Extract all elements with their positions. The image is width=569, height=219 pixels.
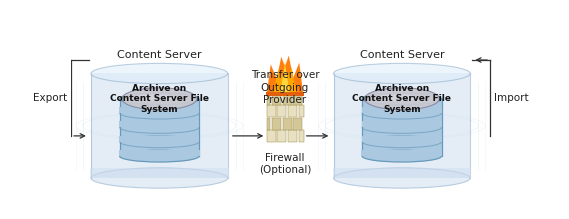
Ellipse shape <box>362 150 442 162</box>
Text: Firewall
(Optional): Firewall (Optional) <box>259 153 311 175</box>
Bar <box>288 130 297 143</box>
Bar <box>283 92 292 104</box>
Bar <box>288 105 297 117</box>
Ellipse shape <box>122 88 197 110</box>
Polygon shape <box>119 107 200 113</box>
Bar <box>294 92 302 104</box>
Polygon shape <box>119 121 200 127</box>
Bar <box>294 118 302 130</box>
Bar <box>267 118 270 130</box>
Text: Archive on
Content Server File
System: Archive on Content Server File System <box>110 83 209 114</box>
Polygon shape <box>119 150 200 156</box>
Bar <box>283 118 292 130</box>
Polygon shape <box>362 99 442 156</box>
Bar <box>299 105 304 117</box>
Ellipse shape <box>133 94 174 101</box>
Ellipse shape <box>91 63 228 84</box>
Bar <box>267 105 275 117</box>
Ellipse shape <box>91 168 228 188</box>
Text: Transfer over
Outgoing
Provider: Transfer over Outgoing Provider <box>251 70 319 105</box>
Ellipse shape <box>119 93 199 105</box>
Polygon shape <box>281 66 290 92</box>
Polygon shape <box>119 99 199 156</box>
Polygon shape <box>362 121 442 127</box>
Bar <box>272 118 281 130</box>
Polygon shape <box>361 150 443 156</box>
Ellipse shape <box>333 168 470 188</box>
Polygon shape <box>90 168 229 178</box>
Bar <box>267 130 275 143</box>
Ellipse shape <box>119 150 199 162</box>
Bar <box>266 92 304 97</box>
Bar <box>278 130 286 143</box>
Text: Export: Export <box>32 93 67 103</box>
Polygon shape <box>362 136 442 142</box>
Text: Import: Import <box>494 93 529 103</box>
Polygon shape <box>333 74 470 178</box>
Ellipse shape <box>333 63 470 84</box>
Polygon shape <box>333 168 471 178</box>
Text: Archive on
Content Server File
System: Archive on Content Server File System <box>352 83 451 114</box>
Bar <box>272 92 281 104</box>
Bar <box>299 130 304 143</box>
Ellipse shape <box>362 93 442 105</box>
Bar <box>278 105 286 117</box>
Ellipse shape <box>376 94 417 101</box>
Ellipse shape <box>364 88 439 110</box>
Bar <box>267 92 270 104</box>
Polygon shape <box>362 107 442 113</box>
Text: Content Server: Content Server <box>117 50 201 60</box>
Polygon shape <box>267 56 303 92</box>
Text: Content Server: Content Server <box>360 50 444 60</box>
Polygon shape <box>91 74 228 178</box>
Polygon shape <box>274 62 296 92</box>
Polygon shape <box>119 136 200 142</box>
